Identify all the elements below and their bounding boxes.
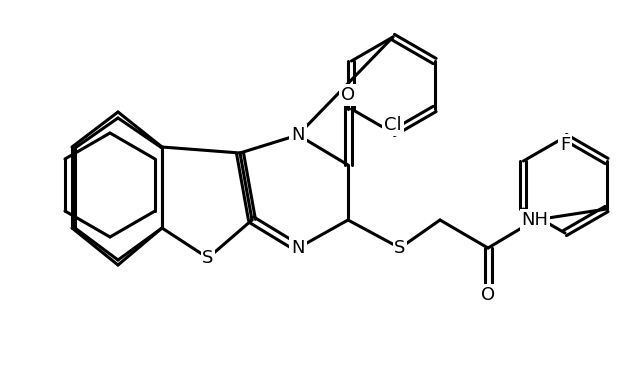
Text: N: N <box>291 126 305 144</box>
Text: S: S <box>394 239 406 257</box>
Text: NH: NH <box>522 211 548 229</box>
Text: O: O <box>481 286 495 304</box>
Text: Cl: Cl <box>384 116 402 134</box>
Text: S: S <box>202 249 214 267</box>
Text: O: O <box>341 86 355 104</box>
Text: F: F <box>560 136 570 154</box>
Text: N: N <box>291 239 305 257</box>
